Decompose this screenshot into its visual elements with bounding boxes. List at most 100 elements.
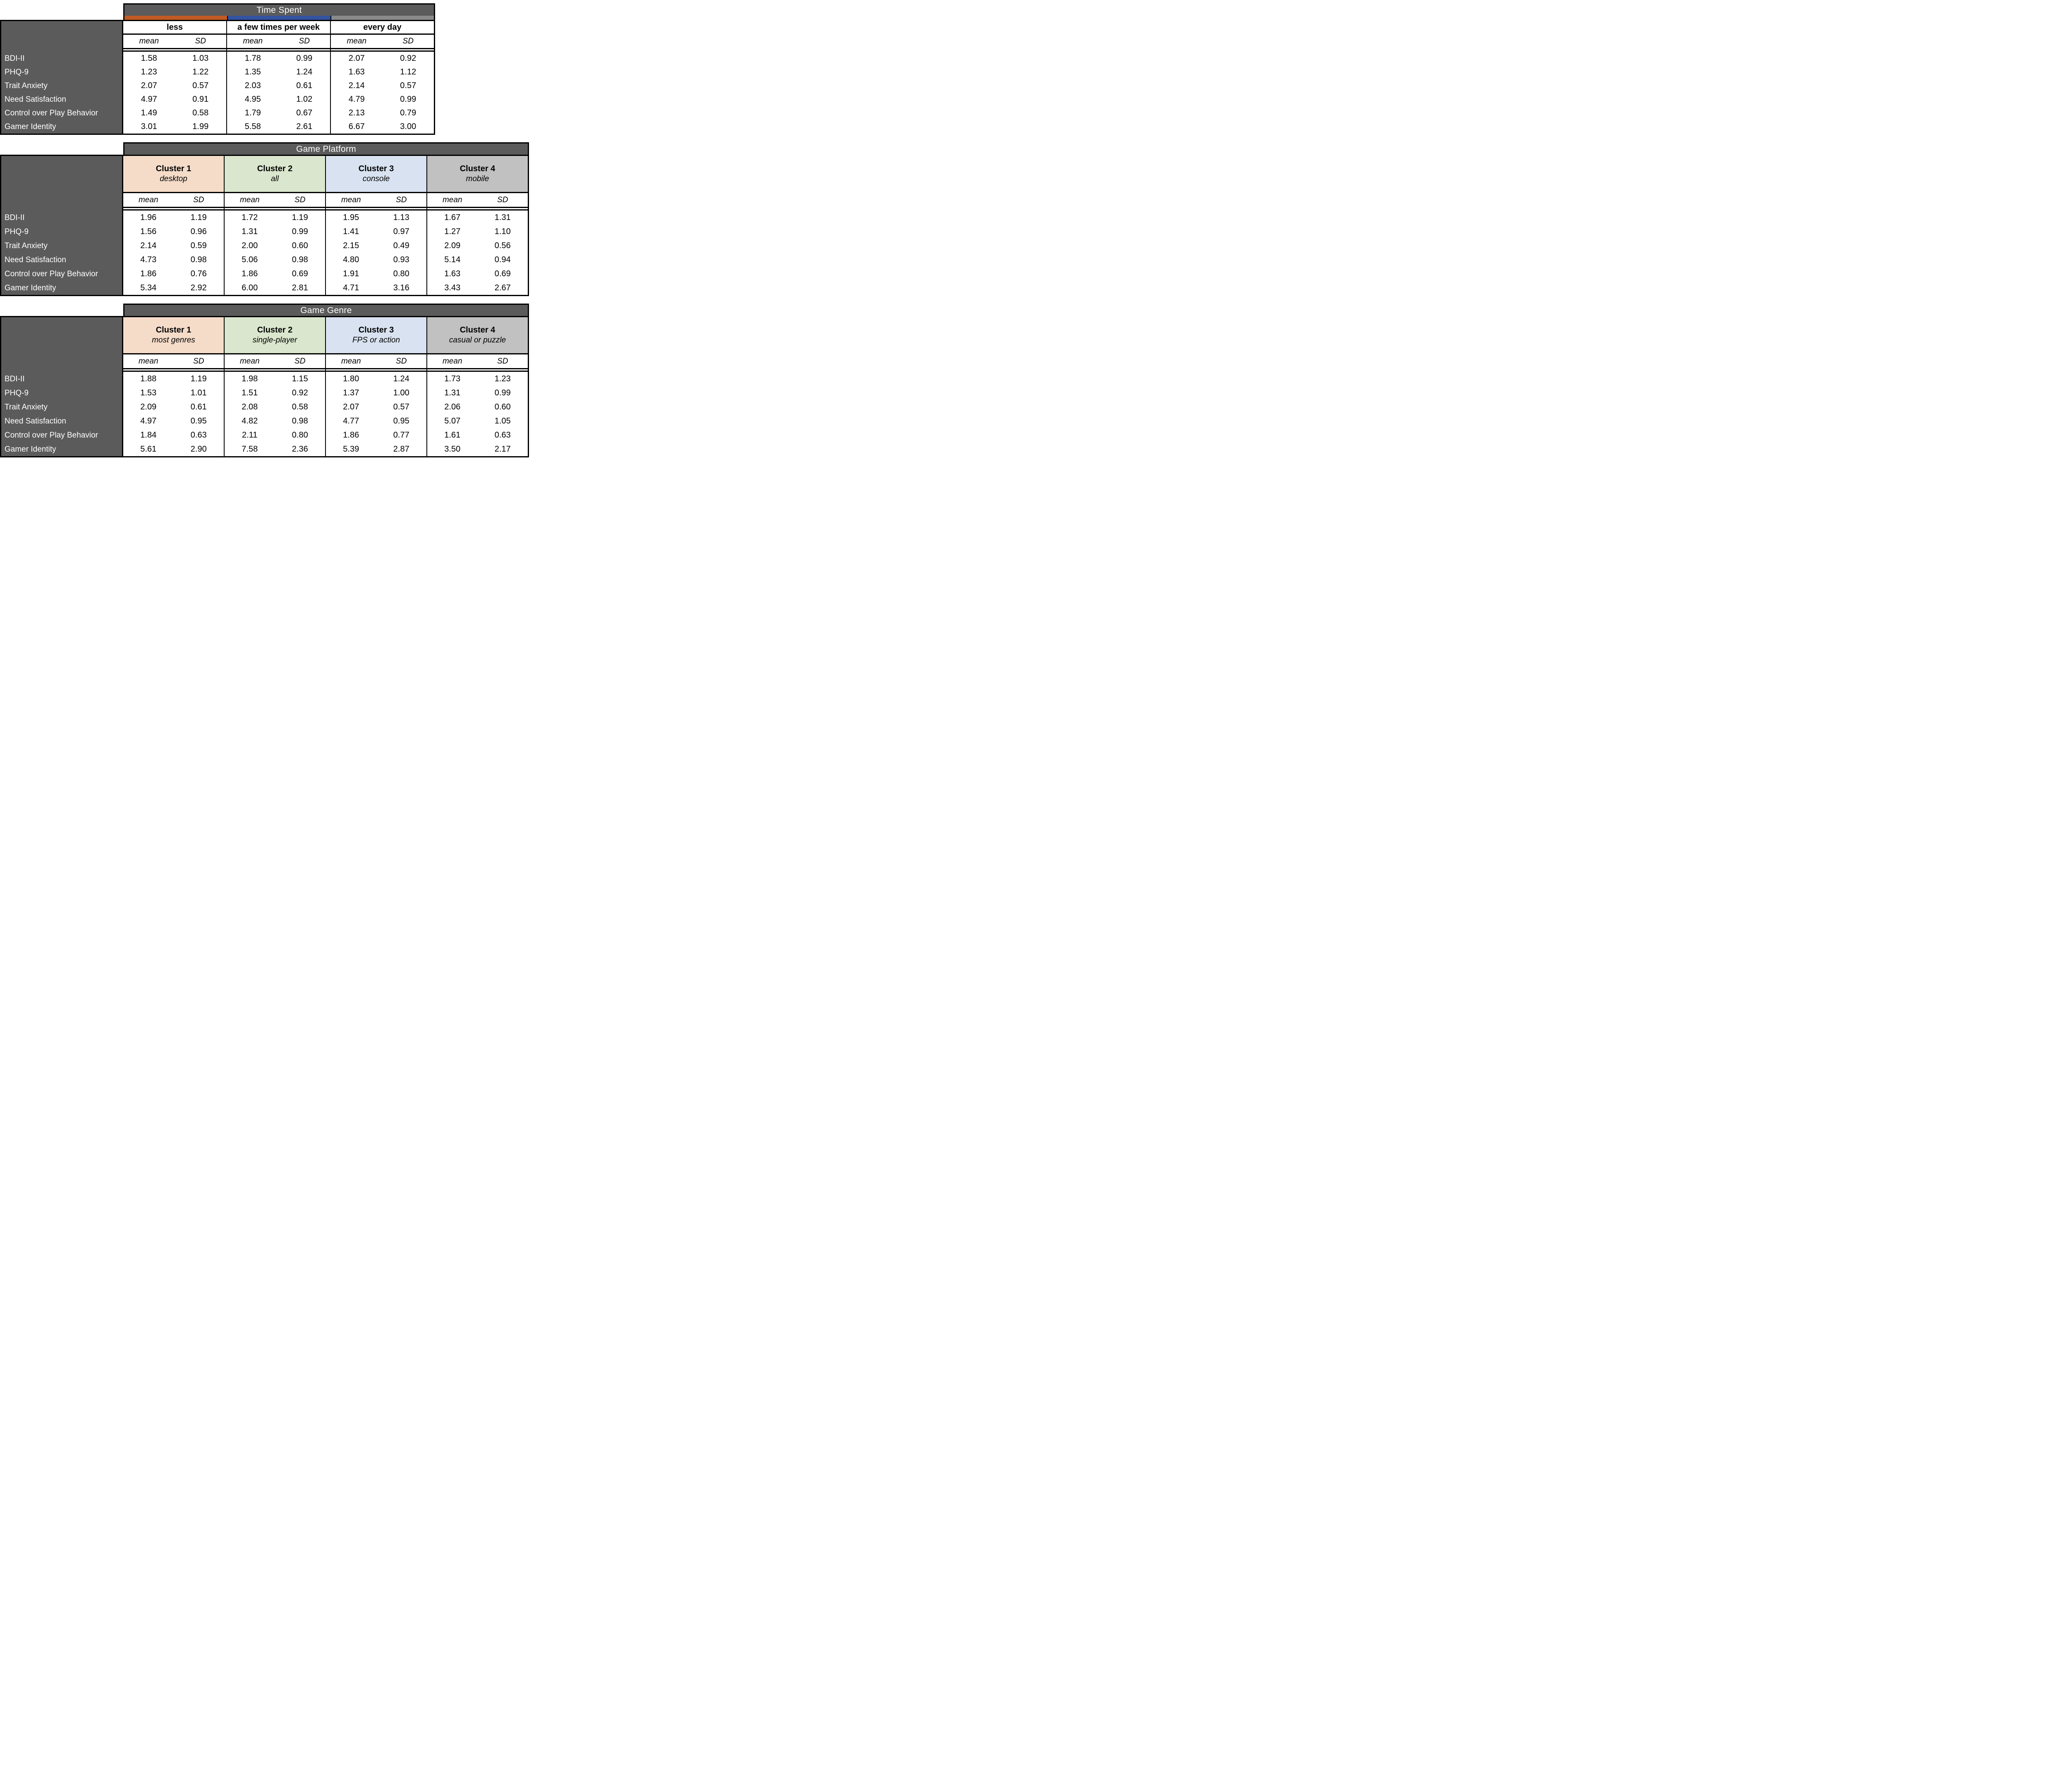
mean-value: 2.07 — [343, 402, 359, 412]
data-row: 1.31 0.99 — [225, 225, 325, 239]
mean-value: 7.58 — [242, 444, 258, 454]
double-rule — [326, 207, 426, 211]
double-rule — [225, 368, 325, 372]
mean-sd-header-row: mean SD — [225, 193, 325, 207]
column-group-sublabel: casual or puzzle — [449, 335, 506, 345]
sd-header: SD — [294, 356, 306, 366]
mean-value: 4.97 — [141, 95, 157, 104]
data-row: 2.07 0.92 — [331, 52, 434, 65]
column-group-sublabel: FPS or action — [352, 335, 400, 345]
sd-value: 1.19 — [190, 213, 207, 222]
mean-header: mean — [341, 356, 361, 366]
sd-value: 1.00 — [393, 388, 409, 397]
data-row: 7.58 2.36 — [225, 442, 325, 456]
data-row: 5.14 0.94 — [427, 253, 528, 267]
data-row: 1.84 0.63 — [123, 428, 224, 442]
mean-header: mean — [243, 37, 263, 45]
data-row: 2.14 0.57 — [331, 79, 434, 93]
label-panel-spacer — [1, 317, 122, 372]
data-row: 4.97 0.91 — [123, 93, 226, 106]
mean-value: 6.00 — [242, 283, 258, 292]
row-label: PHQ-9 — [5, 68, 29, 77]
mean-value: 1.95 — [343, 213, 359, 222]
row-label: Control over Play Behavior — [5, 431, 98, 440]
mean-value: 1.79 — [244, 108, 261, 117]
mean-value: 1.61 — [444, 430, 461, 440]
mean-value: 4.73 — [140, 255, 157, 264]
sd-value: 1.31 — [494, 213, 511, 222]
sd-value: 0.93 — [393, 255, 409, 264]
sd-value: 1.05 — [494, 416, 511, 426]
column-group-label: Cluster 4 — [460, 164, 495, 173]
row-label: Trait Anxiety — [5, 241, 48, 250]
row-label: BDI-II — [5, 374, 25, 383]
mean-value: 2.08 — [242, 402, 258, 412]
sd-value: 0.91 — [192, 95, 209, 104]
data-row: 4.71 3.16 — [326, 281, 426, 295]
sd-value: 0.99 — [494, 388, 511, 397]
mean-header: mean — [139, 37, 159, 45]
mean-sd-header-row: mean SD — [326, 193, 426, 207]
sd-value: 1.01 — [190, 388, 207, 397]
game-genre-table: Game Genre BDI-II PHQ-9 Trait Anxiety Need S… — [0, 304, 529, 457]
mean-value: 3.43 — [444, 283, 461, 292]
double-rule — [326, 368, 426, 372]
time-spent-table: Time Spent BDI-II PHQ-9 Trait Anxiety Need S… — [0, 3, 435, 135]
sd-value: 0.95 — [393, 416, 409, 426]
data-row: 2.08 0.58 — [225, 400, 325, 414]
data-row: 1.63 0.69 — [427, 267, 528, 281]
column-group-sublabel: all — [270, 174, 279, 183]
data-row: 1.63 1.12 — [331, 65, 434, 79]
row-label-panel: BDI-II PHQ-9 Trait Anxiety Need Satisfactio… — [0, 316, 123, 457]
mean-value: 4.79 — [348, 95, 365, 104]
data-row: 2.03 0.61 — [227, 79, 330, 93]
data-row: 1.58 1.03 — [123, 52, 226, 65]
column-group-header: Cluster 2 single-player — [225, 317, 325, 354]
mean-sd-header-row: mean SD — [123, 354, 224, 368]
mean-value: 1.31 — [444, 388, 461, 397]
column-group-cluster-3: Cluster 3 console mean SD 1.95 1.13 1.41 0.97 2.… — [325, 156, 426, 295]
sd-value: 3.16 — [393, 283, 409, 292]
column-group-label: Cluster 1 — [156, 325, 191, 335]
sd-value: 0.92 — [292, 388, 308, 397]
column-group-cluster-2: Cluster 2 all mean SD 1.72 1.19 1.31 0.99 2.00 0.… — [224, 156, 325, 295]
column-group-label: Cluster 2 — [257, 164, 293, 173]
column-group-cluster-4: Cluster 4 casual or puzzle mean SD 1.73 1.23 1… — [426, 317, 528, 456]
column-group-label: every day — [363, 22, 402, 32]
sd-value: 2.87 — [393, 444, 409, 454]
sd-header: SD — [396, 195, 407, 204]
row-label: PHQ-9 — [5, 227, 29, 236]
mean-value: 4.80 — [343, 255, 359, 264]
sd-value: 1.15 — [292, 374, 308, 383]
row-label-panel: BDI-II PHQ-9 Trait Anxiety Need Satisfactio… — [0, 155, 123, 296]
double-rule — [123, 368, 224, 372]
data-row: 1.91 0.80 — [326, 267, 426, 281]
sd-value: 1.99 — [192, 122, 209, 131]
mean-value: 2.07 — [141, 81, 157, 90]
data-row: 1.86 0.69 — [225, 267, 325, 281]
data-row: 2.07 0.57 — [123, 79, 226, 93]
column-group-label: Cluster 1 — [156, 164, 191, 173]
data-row: 4.97 0.95 — [123, 414, 224, 428]
data-row: 1.72 1.19 — [225, 211, 325, 225]
mean-header: mean — [347, 37, 367, 45]
mean-value: 1.73 — [444, 374, 461, 383]
data-row: 4.79 0.99 — [331, 93, 434, 106]
mean-value: 5.14 — [444, 255, 461, 264]
column-group-header: Cluster 4 casual or puzzle — [427, 317, 528, 354]
data-row: 5.34 2.92 — [123, 281, 224, 295]
mean-value: 1.56 — [140, 227, 157, 236]
sd-value: 0.96 — [190, 227, 207, 236]
data-row: 2.11 0.80 — [225, 428, 325, 442]
sd-value: 0.57 — [192, 81, 209, 90]
sd-value: 2.90 — [190, 444, 207, 454]
data-row: 2.14 0.59 — [123, 239, 224, 253]
column-group-sublabel: single-player — [252, 335, 297, 345]
data-row: 1.37 1.00 — [326, 386, 426, 400]
sd-value: 1.02 — [296, 95, 313, 104]
sd-value: 0.98 — [292, 255, 308, 264]
mean-value: 1.88 — [140, 374, 157, 383]
mean-header: mean — [138, 195, 158, 204]
sd-value: 0.57 — [400, 81, 416, 90]
summary-tables-page: Time Spent BDI-II PHQ-9 Trait Anxiety Need S… — [0, 0, 529, 462]
